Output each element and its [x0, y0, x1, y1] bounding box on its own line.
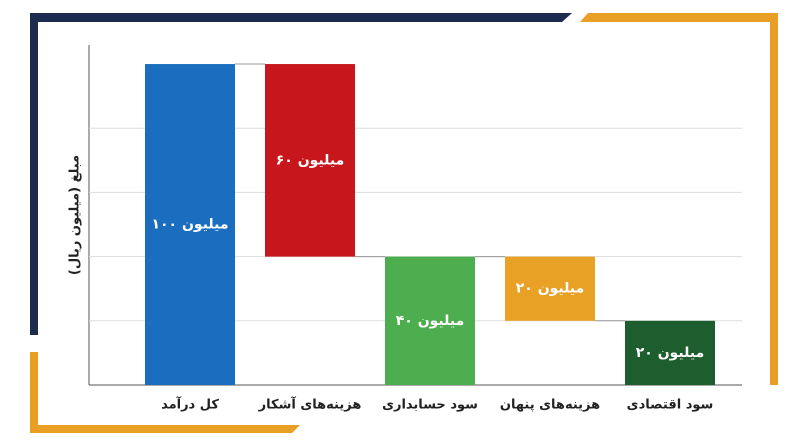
- bar: [385, 256, 475, 385]
- x-tick-label: هزینه‌های پنهان: [500, 398, 600, 413]
- bar: [145, 64, 235, 386]
- y-axis-label: مبلغ (میلیون ریال): [68, 155, 83, 275]
- x-tick-label: کل درآمد: [161, 396, 219, 413]
- bar: [625, 320, 715, 385]
- x-tick-label: هزینه‌های آشکار: [258, 396, 362, 413]
- value-label: ۲۰ میلیون: [636, 345, 705, 361]
- value-label: ۶۰ میلیون: [276, 152, 345, 168]
- bar: [505, 256, 595, 321]
- value-label: ۱۰۰ میلیون: [151, 217, 228, 233]
- bar: [265, 64, 355, 257]
- value-label: ۲۰ میلیون: [516, 281, 585, 297]
- x-tick-label: سود حسابداری: [382, 398, 478, 413]
- value-label: ۴۰ میلیون: [396, 313, 465, 329]
- x-tick-label: سود اقتصادی: [627, 398, 714, 413]
